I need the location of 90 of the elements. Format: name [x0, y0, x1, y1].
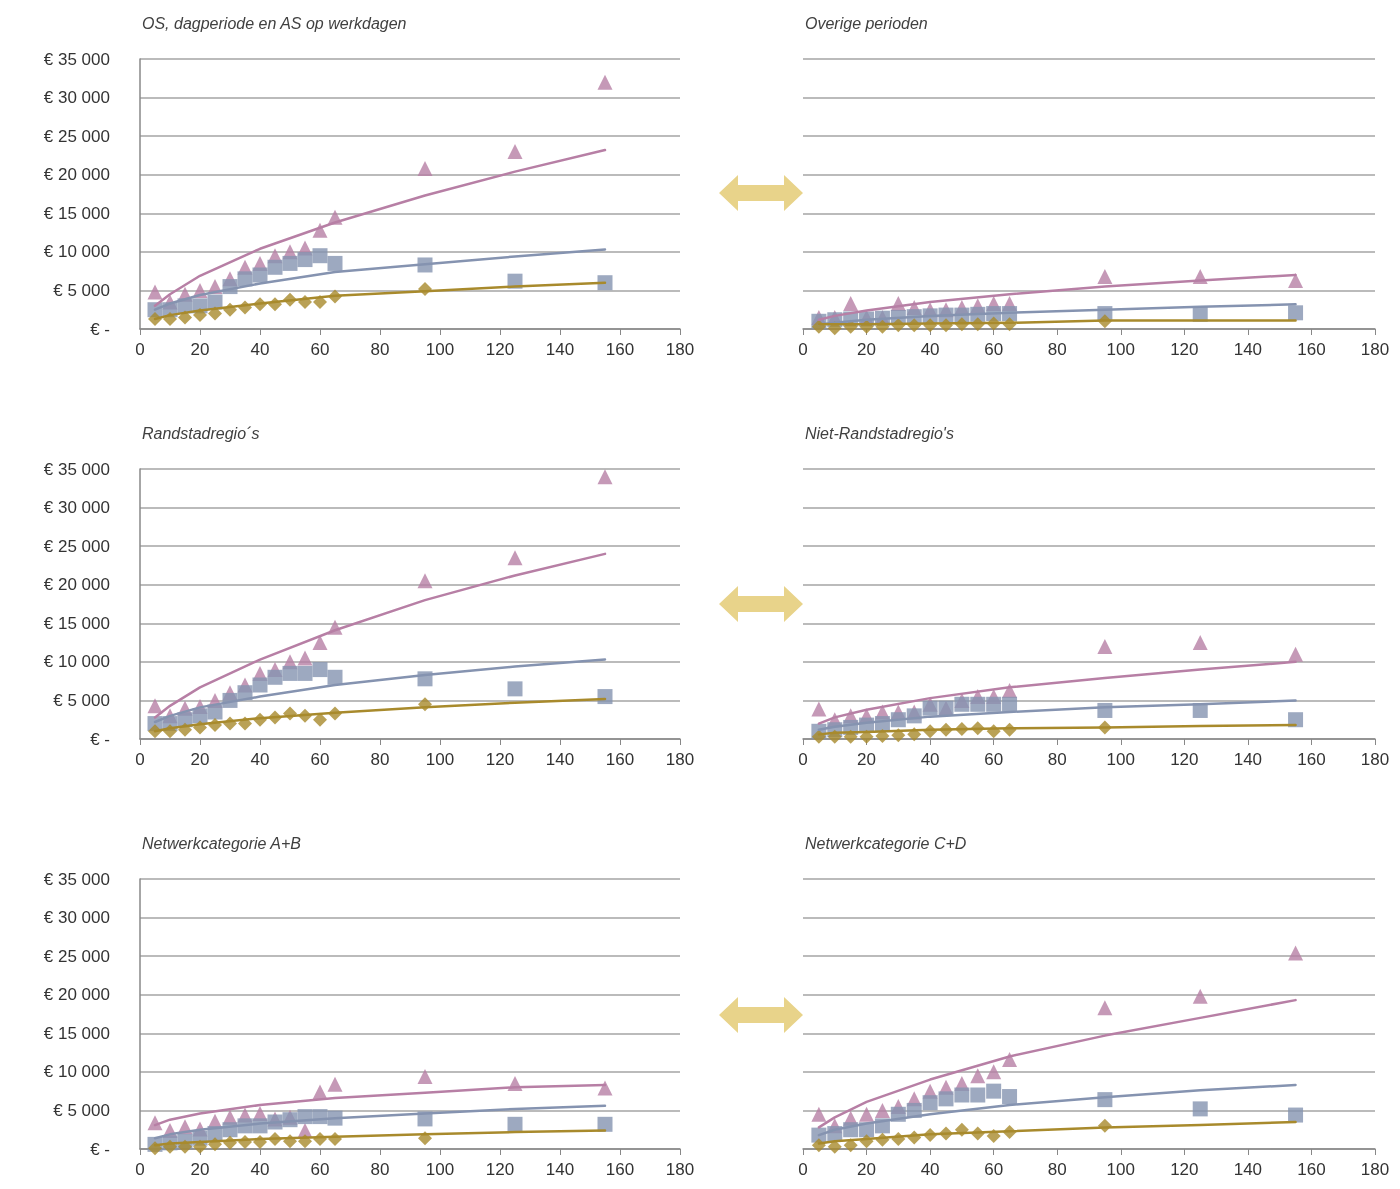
y-tick-label: € 10 000: [43, 1062, 110, 1082]
y-tick-label: € 20 000: [43, 165, 110, 185]
x-tick-label: 0: [135, 1160, 145, 1179]
x-tick-label: 140: [1233, 750, 1263, 769]
x-tick-label: 120: [1170, 750, 1199, 769]
y-tick-label: € 30 000: [43, 498, 110, 518]
x-tick-label: 120: [485, 750, 515, 769]
x-tick-label: 0: [135, 340, 145, 359]
x-tick-label: 180: [1360, 340, 1390, 359]
y-tick-label: € 35 000: [43, 869, 110, 889]
x-tick-label: 20: [857, 340, 877, 359]
y-tick-label: € -: [90, 1139, 110, 1159]
x-tick-label: 100: [425, 750, 455, 769]
x-tick-label: 0: [798, 340, 808, 359]
x-tick-label: 140: [545, 750, 575, 769]
x-tick-label: 160: [605, 340, 635, 359]
x-tick-label: 100: [425, 340, 455, 359]
x-tick-label: 40: [920, 340, 940, 359]
x-tick-label: 20: [857, 1160, 877, 1179]
x-tick-label: 160: [605, 1160, 635, 1179]
x-tick-label: 40: [920, 750, 940, 769]
x-tick-label: 180: [665, 340, 695, 359]
x-tick-label: 40: [250, 1160, 270, 1179]
chart-title: Netwerkcategorie C+D: [805, 834, 967, 852]
x-tick-label: 20: [190, 340, 210, 359]
x-tick-label: 160: [1297, 750, 1326, 769]
x-tick-label: 60: [310, 340, 330, 359]
x-tick-label: 60: [984, 340, 1004, 359]
x-tick-label: 120: [1170, 340, 1199, 359]
y-tick-label: € 15 000: [43, 613, 110, 633]
x-tick-label: 100: [1106, 1160, 1135, 1179]
x-tick-label: 100: [425, 1160, 455, 1179]
x-tick-label: 0: [135, 750, 145, 769]
x-tick-label: 40: [250, 340, 270, 359]
y-tick-label: € 5 000: [53, 690, 110, 710]
x-tick-label: 20: [190, 750, 210, 769]
y-tick-label: € 10 000: [43, 242, 110, 262]
y-tick-label: € 5 000: [53, 1100, 110, 1120]
x-tick-label: 0: [798, 750, 808, 769]
x-tick-label: 160: [1297, 1160, 1326, 1179]
x-tick-label: 100: [1106, 340, 1135, 359]
x-tick-label: 180: [665, 750, 695, 769]
x-tick-label: 100: [1106, 750, 1135, 769]
x-tick-label: 180: [1360, 1160, 1390, 1179]
y-tick-label: € 25 000: [43, 126, 110, 146]
x-tick-label: 180: [1360, 750, 1390, 769]
x-tick-label: 0: [798, 1160, 808, 1179]
x-tick-label: 60: [984, 1160, 1004, 1179]
x-tick-label: 180: [665, 1160, 695, 1179]
chart-title: Netwerkcategorie A+B: [142, 834, 302, 852]
y-tick-label: € 30 000: [43, 88, 110, 108]
x-tick-label: 20: [857, 750, 877, 769]
chart-title: Randstadregio´s: [142, 424, 260, 442]
x-tick-label: 140: [1233, 1160, 1263, 1179]
y-tick-label: € 15 000: [43, 1023, 110, 1043]
x-tick-label: 80: [1047, 340, 1067, 359]
x-tick-label: 60: [310, 1160, 330, 1179]
x-tick-label: 140: [545, 340, 575, 359]
y-tick-label: € -: [90, 729, 110, 749]
y-tick-label: € 35 000: [43, 49, 110, 69]
x-tick-label: 80: [370, 340, 390, 359]
x-tick-label: 40: [920, 1160, 940, 1179]
x-tick-label: 140: [1233, 340, 1263, 359]
y-tick-label: € 25 000: [43, 946, 110, 966]
y-tick-label: € 25 000: [43, 536, 110, 556]
x-tick-label: 80: [370, 1160, 390, 1179]
chart-title: Niet-Randstadregio's: [805, 424, 954, 442]
chart-title: Overige perioden: [805, 14, 928, 32]
x-tick-label: 40: [250, 750, 270, 769]
y-tick-label: € 35 000: [43, 459, 110, 479]
chart-title: OS, dagperiode en AS op werkdagen: [142, 14, 407, 32]
x-tick-label: 80: [370, 750, 390, 769]
x-tick-label: 120: [485, 1160, 515, 1179]
y-tick-label: € 5 000: [53, 280, 110, 300]
x-tick-label: 60: [310, 750, 330, 769]
x-tick-label: 120: [1170, 1160, 1199, 1179]
y-tick-label: € 20 000: [43, 575, 110, 595]
x-tick-label: 80: [1047, 1160, 1067, 1179]
y-tick-label: € 30 000: [43, 908, 110, 928]
x-tick-label: 80: [1047, 750, 1067, 769]
x-tick-label: 60: [984, 750, 1004, 769]
y-tick-label: € 15 000: [43, 203, 110, 223]
x-tick-label: 20: [190, 1160, 210, 1179]
x-tick-label: 160: [605, 750, 635, 769]
y-tick-label: € -: [90, 319, 110, 339]
y-tick-label: € 10 000: [43, 652, 110, 672]
y-tick-label: € 20 000: [43, 985, 110, 1005]
x-tick-label: 160: [1297, 340, 1326, 359]
x-tick-label: 140: [545, 1160, 575, 1179]
x-tick-label: 120: [485, 340, 515, 359]
